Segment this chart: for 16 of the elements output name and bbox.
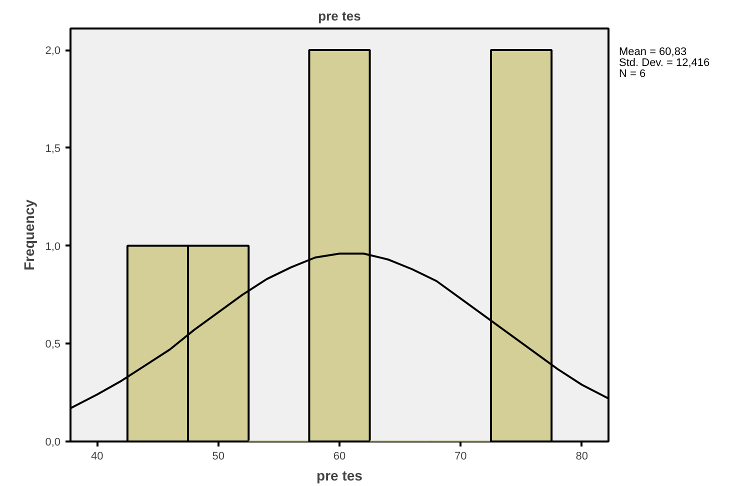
x-tick-label: 50 — [212, 450, 224, 462]
chart-title: pre tes — [318, 8, 361, 24]
x-tick-label: 40 — [91, 450, 104, 462]
x-axis-title: pre tes — [316, 468, 363, 484]
text: Mean = 60,83 — [619, 46, 687, 58]
x-tick-label: 70 — [454, 450, 467, 462]
y-tick-label: 1,0 — [45, 240, 61, 253]
y-tick-label: 0,5 — [45, 338, 61, 351]
y-tick-label: 1,5 — [45, 142, 61, 155]
x-tick-label: 60 — [333, 450, 346, 462]
x-tick-label: 80 — [576, 450, 588, 462]
y-tick-label: 0,0 — [45, 436, 61, 448]
text: N = 6 — [619, 68, 646, 80]
text: Std. Dev. = 12,416 — [619, 57, 710, 69]
y-axis-title: Frequency — [21, 199, 38, 270]
y-tick-label: 2,0 — [45, 45, 61, 58]
